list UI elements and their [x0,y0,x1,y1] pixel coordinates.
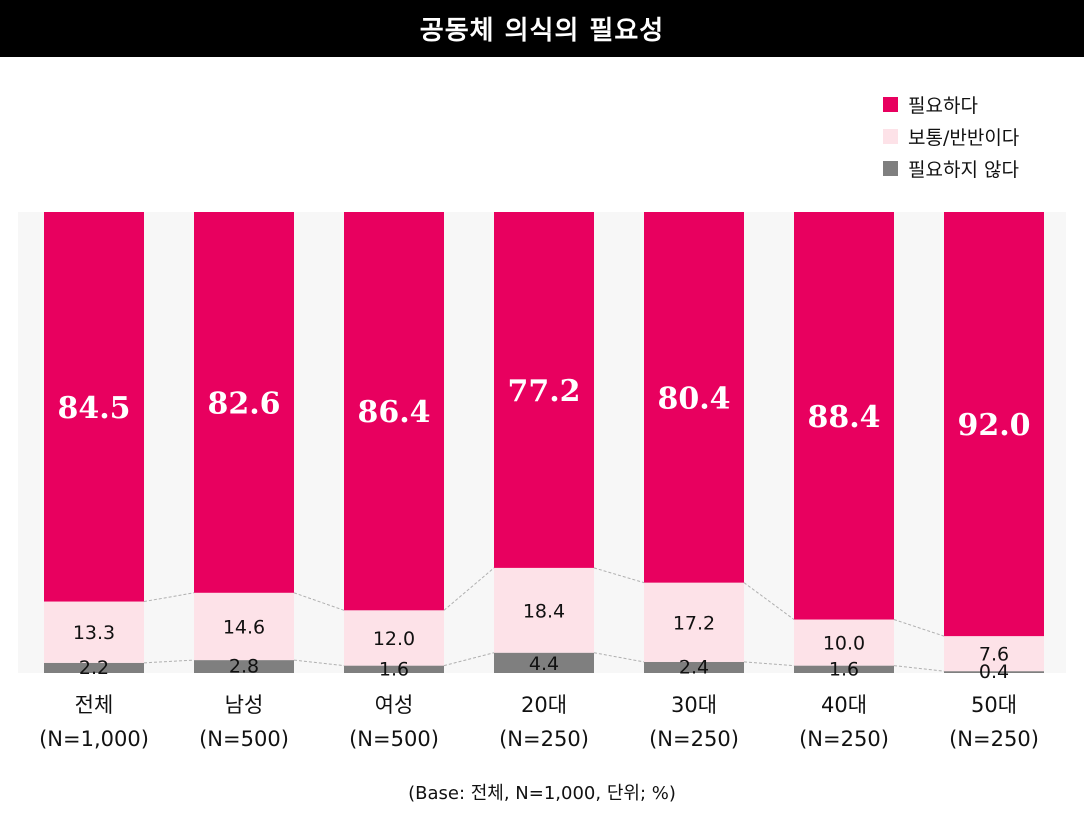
category-sublabel: (N=250) [799,727,889,751]
bar-segment-need [194,212,294,593]
data-label-need: 86.4 [357,395,430,430]
bar-segment-need [644,212,744,583]
category-label: 20대 [521,693,567,717]
data-label-not-need: 1.6 [379,658,409,680]
legend-swatch-neutral [883,128,898,144]
category-sublabel: (N=250) [949,727,1039,751]
bar-segment-neutral [494,567,594,653]
connector-line [293,659,345,667]
connector-line [293,592,345,611]
bar-segment-not-need [794,665,894,673]
category-sublabel: (N=1,000) [39,727,149,751]
bar-segment-neutral [194,592,294,661]
bar-segment-need [794,212,894,620]
data-label-need: 88.4 [807,400,880,435]
bar-segment-need [344,212,444,611]
data-label-not-need: 2.2 [79,657,109,679]
category-label: 남성 [225,693,264,717]
bar-segment-not-need [494,652,594,673]
connector-line [593,567,645,584]
category-sublabel: (N=500) [199,727,289,751]
connector-line [593,652,645,663]
data-label-need: 77.2 [507,374,580,409]
bar-segment-need [494,212,594,568]
legend-swatch-need [883,96,898,112]
connector-line [443,567,495,611]
data-label-not-need: 0.4 [979,661,1009,683]
bar-segment-not-need [44,662,144,673]
legend-label-not-need: 필요하지 않다 [908,158,1019,181]
data-label-neutral: 7.6 [979,644,1009,666]
connector-line [743,661,795,667]
legend-item-neutral: 보통/반반이다 [883,120,1019,152]
category-sublabel: (N=250) [499,727,589,751]
connector-line [893,665,945,672]
data-label-neutral: 17.2 [673,612,715,634]
data-label-not-need: 1.6 [829,658,859,680]
data-label-not-need: 2.4 [679,656,709,678]
data-label-need: 80.4 [657,381,730,416]
category-label: 전체 [75,693,114,717]
category-sublabel: (N=250) [649,727,739,751]
bar-segment-need [944,212,1044,637]
bar-segment-not-need [344,665,444,673]
bar-segment-not-need [944,671,1044,673]
legend-label-neutral: 보통/반반이다 [908,126,1020,149]
bar-segment-neutral [944,636,1044,672]
category-label: 여성 [375,693,414,717]
data-label-need: 92.0 [957,408,1030,443]
category-label: 40대 [821,693,867,717]
data-label-neutral: 14.6 [223,616,265,638]
category-label: 30대 [671,693,717,717]
data-label-neutral: 18.4 [523,600,565,622]
bar-segment-neutral [344,610,444,666]
connector-line [893,619,945,637]
data-label-neutral: 10.0 [823,633,865,655]
legend-item-need: 필요하다 [883,88,1019,120]
data-label-not-need: 2.8 [229,656,259,678]
legend-label-need: 필요하다 [908,94,978,117]
connector-line [143,659,195,664]
data-label-need: 82.6 [207,386,280,421]
bar-segment-not-need [194,660,294,673]
connector-line [443,652,495,667]
data-label-need: 84.5 [57,391,130,426]
category-label: 50대 [971,693,1017,717]
category-sublabel: (N=500) [349,727,439,751]
bar-segment-not-need [644,661,744,673]
bar-segment-neutral [44,601,144,663]
legend-swatch-not-need [883,160,898,176]
connector-line [743,582,795,620]
base-note: (Base: 전체, N=1,000, 단위; %) [408,783,676,804]
connector-line [143,592,195,603]
legend: 필요하다 보통/반반이다 필요하지 않다 [883,88,1019,184]
bar-segment-need [44,212,144,602]
data-label-neutral: 12.0 [373,628,415,650]
chart-title: 공동체 의식의 필요성 [419,16,665,46]
title-bar: 공동체 의식의 필요성 [0,0,1084,57]
data-label-neutral: 13.3 [73,622,115,644]
legend-item-not-need: 필요하지 않다 [883,152,1019,184]
data-label-not-need: 4.4 [529,653,559,675]
bar-segment-neutral [644,582,744,662]
bar-segment-neutral [794,619,894,666]
